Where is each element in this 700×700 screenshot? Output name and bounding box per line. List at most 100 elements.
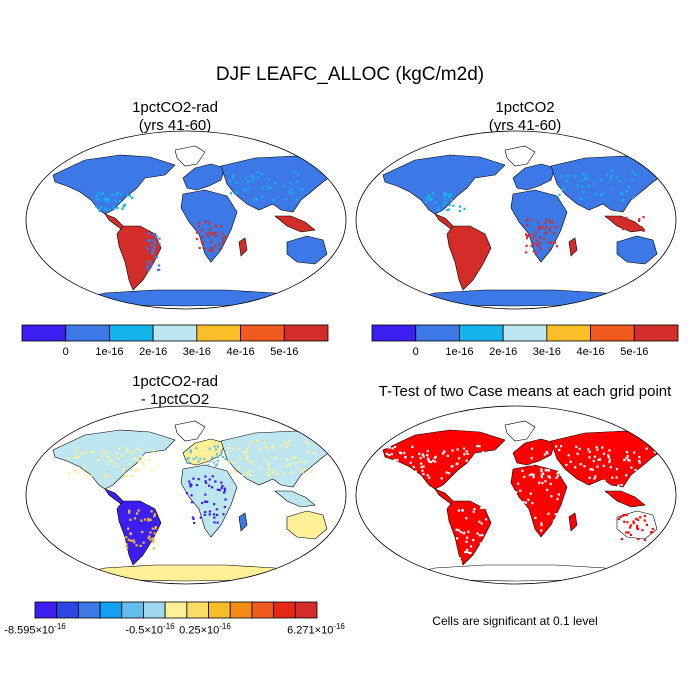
data-cell bbox=[420, 465, 423, 469]
data-cell bbox=[588, 456, 591, 459]
data-cell bbox=[75, 452, 78, 455]
colorbar-box bbox=[77, 601, 101, 619]
data-cell bbox=[151, 239, 154, 242]
data-cell bbox=[220, 481, 223, 484]
data-cell bbox=[104, 197, 107, 200]
data-cell bbox=[271, 445, 274, 448]
data-cell bbox=[245, 454, 248, 457]
data-cell bbox=[274, 456, 277, 459]
data-cell bbox=[293, 170, 296, 174]
data-cell bbox=[398, 451, 402, 454]
data-cell bbox=[287, 443, 290, 446]
data-cell bbox=[211, 475, 214, 478]
data-cell bbox=[145, 246, 148, 249]
data-cell bbox=[100, 455, 104, 458]
data-cell bbox=[263, 441, 266, 444]
data-cell bbox=[391, 447, 394, 450]
data-cell bbox=[457, 509, 460, 512]
data-cell bbox=[561, 188, 564, 191]
data-cell bbox=[469, 551, 472, 555]
data-cell bbox=[525, 237, 529, 240]
land-europe bbox=[512, 163, 556, 191]
data-cell bbox=[634, 228, 638, 232]
data-cell bbox=[125, 447, 128, 450]
data-cell bbox=[441, 452, 445, 455]
colorbar-box bbox=[371, 324, 417, 342]
data-cell bbox=[209, 459, 212, 463]
land-group bbox=[382, 145, 668, 307]
data-cell bbox=[152, 541, 155, 544]
data-cell bbox=[539, 226, 543, 229]
data-cell bbox=[114, 192, 117, 196]
data-cell bbox=[444, 197, 447, 200]
data-cell bbox=[403, 482, 407, 485]
data-cell bbox=[467, 551, 471, 555]
data-cell bbox=[301, 471, 304, 474]
data-cell bbox=[463, 531, 466, 534]
land-greenland bbox=[504, 420, 536, 442]
data-cell bbox=[475, 561, 478, 564]
data-cell bbox=[148, 260, 151, 263]
data-cell bbox=[310, 470, 314, 473]
data-cell bbox=[260, 172, 263, 175]
data-cell bbox=[456, 462, 459, 465]
data-cell bbox=[158, 237, 161, 240]
data-cell bbox=[223, 489, 227, 492]
data-cell bbox=[75, 456, 78, 459]
data-cell bbox=[607, 456, 610, 459]
data-cell bbox=[427, 196, 430, 199]
colorbar-1pctco2-rad-labels: 0 1e-16 2e-16 3e-16 4e-16 5e-16 bbox=[22, 346, 328, 362]
data-cell bbox=[422, 455, 425, 458]
data-cell bbox=[147, 260, 150, 264]
data-cell bbox=[623, 513, 626, 517]
colorbar-box bbox=[273, 601, 296, 619]
data-cell bbox=[152, 249, 156, 252]
data-cell bbox=[521, 533, 524, 536]
data-cell bbox=[641, 529, 644, 532]
colorbar-tick-label: 5e-16 bbox=[620, 346, 649, 358]
data-cell bbox=[599, 458, 602, 461]
data-cell bbox=[130, 451, 134, 455]
data-cell bbox=[154, 527, 157, 530]
data-cell bbox=[615, 176, 619, 179]
colorbar-box bbox=[152, 324, 198, 342]
colorbar-tick-label: 3e-16 bbox=[182, 346, 211, 358]
data-cell bbox=[211, 249, 214, 252]
data-cell bbox=[615, 468, 619, 471]
data-cell bbox=[191, 516, 194, 519]
land-se-asia bbox=[274, 490, 316, 508]
colorbar-box bbox=[21, 324, 67, 342]
data-cell bbox=[481, 451, 485, 454]
data-cell bbox=[625, 450, 629, 454]
data-cell bbox=[632, 451, 636, 454]
data-cell bbox=[627, 225, 630, 228]
data-cell bbox=[463, 453, 466, 456]
data-cell bbox=[410, 481, 414, 484]
data-cell bbox=[466, 484, 470, 487]
data-cell bbox=[429, 199, 432, 202]
data-cell bbox=[480, 506, 483, 509]
data-cell bbox=[204, 475, 207, 478]
data-cell bbox=[149, 518, 152, 521]
data-cell bbox=[580, 179, 583, 182]
data-cell bbox=[234, 472, 237, 475]
data-cell bbox=[107, 198, 111, 201]
data-cell bbox=[624, 222, 628, 225]
data-cell bbox=[223, 505, 226, 509]
data-cell bbox=[645, 447, 648, 450]
data-cell bbox=[387, 464, 390, 467]
data-cell bbox=[157, 264, 161, 267]
data-cell bbox=[242, 450, 245, 454]
data-cell bbox=[216, 488, 219, 491]
data-cell bbox=[636, 225, 639, 229]
data-cell bbox=[230, 470, 233, 474]
data-cell bbox=[393, 445, 397, 449]
data-cell bbox=[154, 233, 157, 236]
data-cell bbox=[638, 461, 641, 464]
data-cell bbox=[608, 449, 611, 452]
data-cell bbox=[247, 460, 250, 463]
data-cell bbox=[554, 225, 557, 228]
data-cell bbox=[583, 465, 586, 468]
data-cell bbox=[619, 192, 622, 195]
data-cell bbox=[462, 447, 466, 450]
